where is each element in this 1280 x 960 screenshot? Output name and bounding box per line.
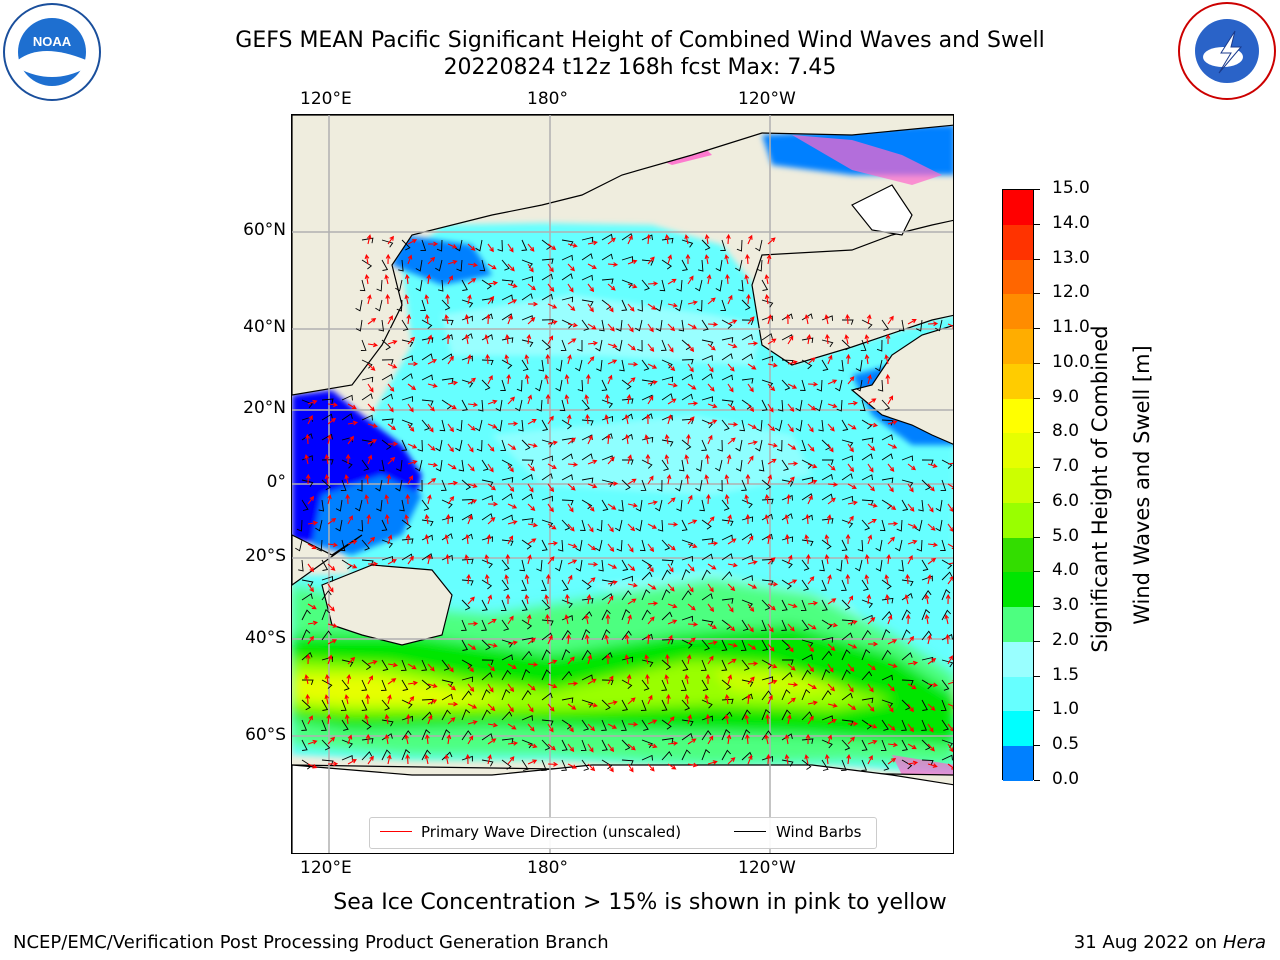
colorbar-tick-label: 0.5 — [1052, 734, 1080, 755]
southern-swell-belt — [292, 580, 953, 765]
colorbar-tick-mark — [1034, 501, 1040, 503]
colorbar-segment — [1003, 329, 1033, 365]
lon-label-top-120w: 120°W — [738, 89, 796, 109]
lon-label-top-180: 180° — [527, 89, 568, 109]
colorbar-segment — [1003, 363, 1033, 400]
chart-subtitle: 20220824 t12z 168h fcst Max: 7.45 — [443, 55, 837, 80]
run-date-text: 31 Aug 2022 on — [1073, 932, 1218, 953]
colorbar-segment — [1003, 641, 1033, 678]
colorbar-tick-label: 11.0 — [1052, 317, 1090, 338]
wave-height-map — [291, 114, 954, 854]
colorbar-tick-label: 5.0 — [1052, 525, 1080, 546]
lat-label-20n: 20°N — [243, 398, 286, 418]
colorbar-segment — [1003, 537, 1033, 573]
colorbar-tick-label: 4.0 — [1052, 560, 1080, 581]
colorbar-tick-label: 3.0 — [1052, 595, 1080, 616]
legend-wind-label: Wind Barbs — [776, 823, 862, 841]
colorbar-tick-mark — [1034, 362, 1040, 364]
lon-label-bottom-180: 180° — [527, 858, 568, 878]
colorbar-tick-label: 7.0 — [1052, 456, 1080, 477]
colorbar-tick-label: 14.0 — [1052, 212, 1090, 233]
colorbar-tick-mark — [1034, 640, 1040, 642]
colorbar-tick-mark — [1034, 710, 1040, 712]
colorbar-tick-label: 1.5 — [1052, 664, 1080, 685]
colorbar-tick-mark — [1034, 293, 1040, 295]
colorbar-tick-label: 12.0 — [1052, 282, 1090, 303]
colorbar-tick-label: 15.0 — [1052, 178, 1090, 198]
colorbar-tick-label: 13.0 — [1052, 247, 1090, 268]
colorbar-tick-mark — [1034, 397, 1040, 399]
colorbar-tick-mark — [1034, 223, 1040, 225]
colorbar-tick-mark — [1034, 606, 1040, 608]
colorbar-segment — [1003, 572, 1033, 608]
colorbar-segment — [1003, 676, 1033, 712]
chart-title: GEFS MEAN Pacific Significant Height of … — [235, 28, 1045, 53]
colorbar-segment — [1003, 224, 1033, 260]
noaa-logo: NOAA — [2, 2, 102, 102]
graticule — [292, 115, 953, 853]
lat-label-60n: 60°N — [243, 220, 286, 240]
colorbar-tick-mark — [1034, 745, 1040, 747]
lat-label-40n: 40°N — [243, 317, 286, 337]
colorbar-tick-label: 10.0 — [1052, 351, 1090, 372]
colorbar-tick-label: 1.0 — [1052, 699, 1080, 720]
wave-direction-arrows — [304, 233, 953, 773]
colorbar-segment — [1003, 711, 1033, 747]
colorbar-tick-label: 8.0 — [1052, 421, 1080, 442]
legend-wave-label: Primary Wave Direction (unscaled) — [421, 823, 682, 841]
colorbar-tick-label: 6.0 — [1052, 490, 1080, 511]
colorbar-segment — [1003, 607, 1033, 643]
machine-name: Hera — [1222, 932, 1266, 953]
lon-label-bottom-120e: 120°E — [300, 858, 352, 878]
colorbar-segment — [1003, 433, 1033, 469]
lat-label-20s: 20°S — [245, 546, 286, 566]
nws-logo — [1177, 1, 1277, 101]
colorbar-tick-mark — [1034, 189, 1040, 190]
lat-label-0: 0° — [266, 472, 286, 492]
colorbar-segment — [1003, 294, 1033, 330]
colorbar-ticks: 15.0 14.0 13.0 12.0 11.0 10.0 9.0 8.0 7.0 6.0 5.0 4… — [1034, 178, 1114, 789]
lat-label-60s: 60°S — [245, 725, 286, 745]
lon-label-top-120e: 120°E — [300, 89, 352, 109]
map-legend: Primary Wave Direction (unscaled) Wind B… — [369, 817, 877, 849]
colorbar-label-line1: Significant Height of Combined — [1088, 325, 1112, 653]
credit-text: NCEP/EMC/Verification Post Processing Pr… — [13, 932, 609, 953]
colorbar-tick-mark — [1034, 467, 1040, 469]
colorbar-tick-mark — [1034, 328, 1040, 330]
colorbar-segment — [1003, 190, 1033, 226]
colorbar-tick-label: 2.0 — [1052, 629, 1080, 650]
lat-label-40s: 40°S — [245, 628, 286, 648]
colorbar-segment — [1003, 398, 1033, 434]
colorbar-tick-mark — [1034, 258, 1040, 260]
colorbar-tick-mark — [1034, 571, 1040, 573]
wind-barbs — [295, 233, 953, 771]
sea-ice-note: Sea Ice Concentration > 15% is shown in … — [333, 890, 947, 915]
colorbar-segment — [1003, 468, 1033, 504]
colorbar-tick-mark — [1034, 780, 1040, 781]
colorbar-tick-mark — [1034, 675, 1040, 677]
colorbar-tick-mark — [1034, 432, 1040, 434]
colorbar-label-line2: Wind Waves and Swell [m] — [1130, 345, 1154, 625]
legend-wave-swatch — [380, 831, 412, 832]
colorbar-tick-label: 9.0 — [1052, 386, 1080, 407]
svg-text:NOAA: NOAA — [33, 34, 72, 49]
colorbar-segment — [1003, 502, 1033, 539]
lon-label-bottom-120w: 120°W — [738, 858, 796, 878]
legend-wind-swatch — [734, 831, 766, 832]
colorbar-tick-label: 0.0 — [1052, 769, 1080, 789]
colorbar-segment — [1003, 259, 1033, 295]
colorbar-segment — [1003, 746, 1033, 782]
colorbar-tick-mark — [1034, 536, 1040, 538]
run-date: 31 Aug 2022 on Hera — [1074, 932, 1266, 953]
colorbar — [1002, 189, 1034, 782]
